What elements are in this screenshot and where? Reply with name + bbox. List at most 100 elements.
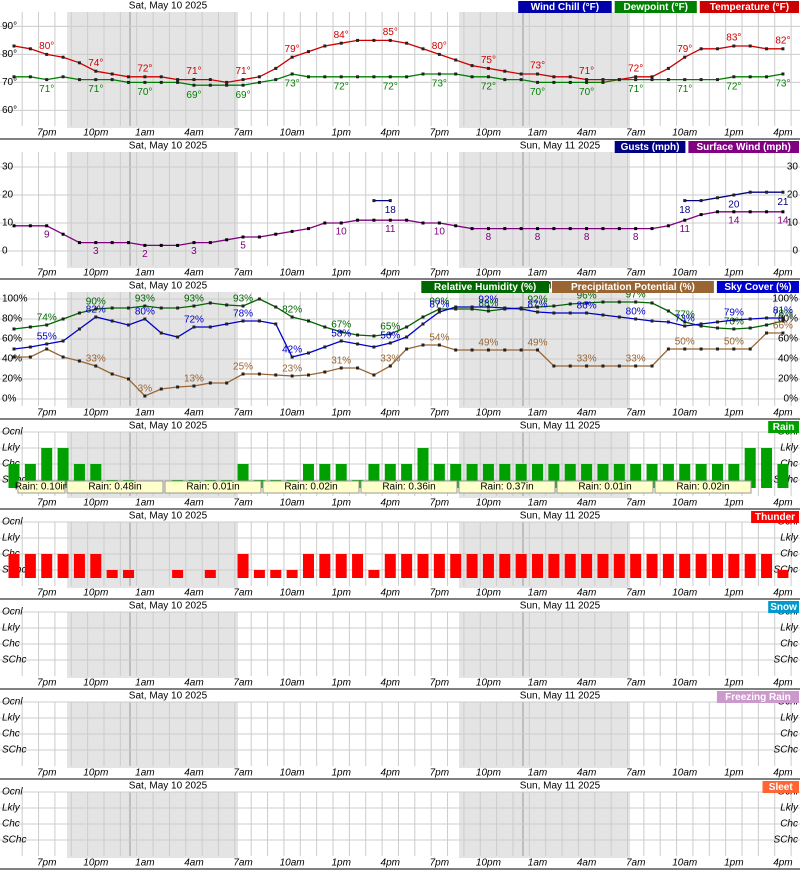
data-point — [748, 210, 752, 214]
bar — [711, 464, 723, 488]
data-point — [28, 355, 32, 359]
bar — [286, 570, 298, 578]
x-tick-label: 1am — [528, 268, 547, 279]
night-shade — [459, 12, 630, 128]
x-tick-label: 1pm — [724, 498, 743, 509]
value-label: 71° — [579, 66, 594, 77]
value-label: 56% — [380, 331, 400, 342]
value-label: 14 — [728, 215, 740, 226]
data-point — [552, 227, 556, 231]
data-point — [274, 78, 278, 82]
data-point — [765, 210, 769, 214]
x-tick-label: 7am — [233, 498, 252, 509]
value-label: 31% — [331, 356, 351, 367]
x-tick-label: 1pm — [331, 768, 350, 779]
data-point — [748, 326, 752, 330]
x-tick-label: 10pm — [83, 678, 108, 689]
qpf-box — [17, 480, 66, 494]
data-point — [241, 235, 245, 239]
bar — [433, 554, 445, 578]
data-point — [274, 373, 278, 377]
bar — [761, 448, 773, 488]
bar — [433, 464, 445, 488]
y-tick-label-right: 20 — [787, 190, 799, 201]
x-tick-label: 4pm — [381, 408, 400, 419]
x-tick-label: 1am — [135, 858, 154, 869]
data-point — [732, 193, 736, 197]
data-point — [634, 227, 638, 231]
data-point — [110, 72, 114, 76]
bar — [319, 554, 331, 578]
bar — [613, 554, 625, 578]
data-point — [372, 373, 376, 377]
y-tick-label-right: SChc — [774, 745, 798, 756]
data-point — [454, 58, 458, 62]
legend-label: Precipitation Potential (%) — [571, 282, 695, 293]
data-point — [503, 306, 507, 310]
data-point — [143, 394, 147, 398]
bar — [41, 554, 53, 578]
data-point — [650, 227, 654, 231]
x-tick-label: 1am — [528, 768, 547, 779]
value-label: 18 — [385, 205, 397, 216]
data-point — [241, 304, 245, 308]
value-label: 23% — [282, 364, 302, 375]
bar — [106, 570, 118, 578]
x-tick-label: 7am — [233, 408, 252, 419]
y-tick-label: 70° — [2, 77, 17, 88]
y-tick-label: 80° — [2, 49, 17, 60]
data-point — [470, 227, 474, 231]
value-label: 70° — [579, 87, 594, 98]
data-point — [650, 319, 654, 323]
data-point — [225, 303, 229, 307]
panel: SChcSChcChcChcLklyLklyOcnlOcnl7pm10pm1am… — [0, 510, 800, 600]
qpf-label: Rain: 0.37in — [480, 482, 533, 493]
data-point — [94, 69, 98, 73]
panel: SChcSChcChcChcLklyLklyOcnlOcnl7pm10pm1am… — [0, 420, 800, 510]
data-point — [274, 305, 278, 309]
bar — [24, 464, 36, 488]
data-point — [715, 320, 719, 324]
data-point — [388, 364, 392, 368]
data-point — [143, 304, 147, 308]
data-point — [77, 78, 81, 82]
data-point — [552, 364, 556, 368]
data-point — [159, 306, 163, 310]
data-point — [372, 334, 376, 338]
x-tick-label: 4am — [184, 588, 203, 599]
value-label: 70° — [137, 87, 152, 98]
data-point — [274, 66, 278, 70]
bar — [695, 464, 707, 488]
data-point — [28, 345, 32, 349]
data-point — [421, 47, 425, 51]
data-point — [323, 221, 327, 225]
data-point — [12, 44, 16, 48]
x-tick-label: 4am — [184, 268, 203, 279]
legend-label: Thunder — [755, 512, 795, 523]
x-tick-label: 1am — [528, 858, 547, 869]
data-point — [339, 41, 343, 45]
value-label: 75° — [481, 55, 496, 66]
value-label: 73% — [675, 314, 695, 325]
data-point — [372, 199, 376, 203]
data-point — [470, 64, 474, 68]
x-tick-label: 10am — [280, 858, 305, 869]
data-point — [568, 311, 572, 315]
data-point — [12, 327, 16, 331]
bar — [302, 554, 314, 578]
y-tick-label-right: Chc — [780, 729, 798, 740]
data-point — [634, 364, 638, 368]
bar — [581, 554, 593, 578]
night-shade — [459, 792, 630, 858]
data-point — [110, 306, 114, 310]
data-point — [339, 366, 343, 370]
value-label: 92% — [528, 295, 548, 306]
y-tick-label-right: Chc — [780, 819, 798, 830]
value-label: 79° — [677, 44, 692, 55]
data-point — [274, 322, 278, 326]
data-point — [732, 210, 736, 214]
bar — [90, 554, 102, 578]
y-tick-label: 90° — [2, 21, 17, 32]
data-point — [257, 319, 261, 323]
value-label: 25% — [233, 362, 253, 373]
